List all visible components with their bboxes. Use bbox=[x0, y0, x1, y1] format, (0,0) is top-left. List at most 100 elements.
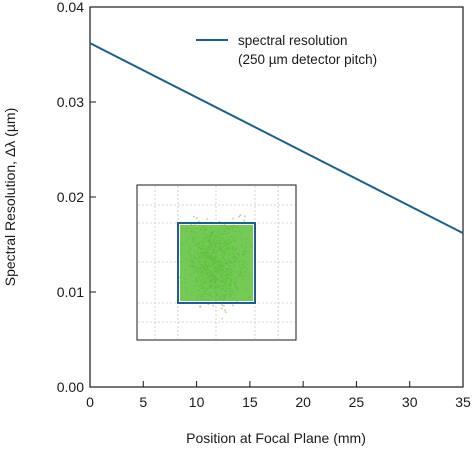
inset-spot-point bbox=[228, 268, 231, 270]
inset-spot-point bbox=[205, 280, 207, 283]
inset-spot-point bbox=[215, 294, 218, 297]
inset-spot-point bbox=[190, 223, 192, 226]
inset-spot-point bbox=[223, 271, 225, 273]
inset-spot-point bbox=[235, 256, 238, 259]
inset-spot-point bbox=[221, 224, 224, 227]
inset-spot-point bbox=[209, 255, 212, 258]
inset-spot-point bbox=[212, 266, 215, 269]
inset-spot-point bbox=[199, 283, 202, 286]
inset-spot-point bbox=[216, 298, 219, 301]
inset-spot-point bbox=[213, 268, 216, 271]
inset-spot-point bbox=[189, 260, 192, 262]
inset-spot-point bbox=[188, 237, 191, 240]
inset-spot-point bbox=[226, 275, 229, 278]
inset-spot-point bbox=[202, 229, 205, 232]
inset-spot-point bbox=[202, 290, 205, 293]
inset-detector-pixel bbox=[177, 222, 256, 304]
inset-spot-point bbox=[234, 293, 237, 296]
inset-spot-point bbox=[197, 247, 200, 249]
inset-spot-point bbox=[188, 264, 190, 266]
inset-spot-point bbox=[197, 260, 200, 263]
inset-spot-point bbox=[203, 237, 206, 240]
inset-spot-point bbox=[208, 284, 211, 287]
inset-spot-point bbox=[180, 249, 183, 251]
inset-spot-point bbox=[230, 274, 233, 277]
inset-spot-point bbox=[231, 226, 234, 229]
inset-spot-point bbox=[219, 275, 222, 278]
inset-spot-point bbox=[214, 296, 216, 299]
inset-spot-point bbox=[239, 232, 242, 235]
inset-spot-point bbox=[233, 282, 236, 285]
inset-spot-point bbox=[205, 250, 207, 252]
inset-spot-point bbox=[187, 250, 190, 252]
inset-spot-point bbox=[231, 252, 234, 255]
inset-spot-point bbox=[224, 309, 226, 311]
inset-spot-point bbox=[184, 278, 186, 280]
inset-spot-point bbox=[183, 281, 186, 284]
inset-spot-point bbox=[202, 237, 204, 240]
inset-spot-point bbox=[200, 270, 203, 273]
inset-spot-point bbox=[201, 295, 204, 298]
inset-spot-point bbox=[200, 251, 202, 254]
inset-spot-point bbox=[220, 287, 223, 290]
inset-spot-point bbox=[220, 274, 223, 277]
inset-spot-point bbox=[193, 271, 196, 274]
inset-spot-point bbox=[230, 290, 233, 292]
inset-spot-point bbox=[180, 286, 183, 289]
inset-spot-point bbox=[243, 219, 246, 222]
inset-spot-point bbox=[206, 256, 209, 259]
inset-spot-point bbox=[201, 240, 204, 243]
inset-spot-point bbox=[228, 285, 231, 288]
inset-spot-point bbox=[191, 261, 194, 264]
inset-spot-point bbox=[242, 261, 245, 263]
inset-spot-point bbox=[238, 260, 241, 263]
inset-spot-point bbox=[218, 246, 221, 249]
inset-spot-point bbox=[220, 263, 223, 265]
y-tick-label: 0.01 bbox=[57, 284, 84, 300]
inset-spot-point bbox=[194, 252, 197, 254]
inset-spot-point bbox=[215, 256, 217, 259]
inset-spot-point bbox=[198, 262, 200, 265]
inset-spot-point bbox=[216, 273, 219, 275]
inset-spot-point bbox=[213, 282, 216, 284]
inset-spot-point bbox=[222, 227, 225, 230]
inset-spot-point bbox=[221, 232, 224, 235]
inset-spot-point bbox=[233, 253, 235, 255]
inset-spot-point bbox=[203, 287, 205, 289]
inset-spot-point bbox=[197, 254, 200, 256]
inset-spot-point bbox=[234, 284, 237, 287]
inset-spot-points bbox=[178, 214, 253, 320]
y-tick-label: 0.02 bbox=[57, 189, 84, 205]
inset-spot-point bbox=[200, 261, 203, 263]
inset-spot-point bbox=[194, 249, 197, 252]
inset-spot-point bbox=[210, 285, 212, 287]
inset-spot-point bbox=[244, 215, 246, 218]
inset-spot-point bbox=[191, 241, 194, 244]
inset-spot-point bbox=[186, 290, 188, 293]
inset-spot-point bbox=[198, 293, 201, 296]
inset-spot-point bbox=[220, 280, 223, 282]
inset-spot-point bbox=[208, 268, 211, 271]
inset-spot-point bbox=[219, 269, 222, 272]
inset-spot-point bbox=[217, 294, 220, 297]
inset-spot-point bbox=[207, 266, 210, 268]
inset-spot-point bbox=[194, 277, 197, 280]
inset-spot-point bbox=[214, 245, 216, 248]
inset-spot-point bbox=[209, 241, 211, 244]
inset-spot-point bbox=[238, 229, 241, 232]
inset-spot-point bbox=[217, 285, 220, 288]
x-tick-label: 20 bbox=[295, 394, 311, 410]
inset-spot-point bbox=[186, 227, 189, 230]
inset-spot-point bbox=[198, 267, 201, 270]
inset-spot-point bbox=[210, 265, 213, 268]
inset-spot-point bbox=[194, 284, 196, 287]
inset-spot-point bbox=[226, 287, 228, 290]
inset-spot-point bbox=[207, 263, 210, 265]
inset-spot-point bbox=[222, 262, 225, 265]
inset-spot-point bbox=[229, 288, 232, 291]
inset-spot-point bbox=[197, 270, 200, 273]
inset-spot-point bbox=[197, 243, 199, 245]
inset-spot-point bbox=[189, 244, 191, 247]
inset-spot-point bbox=[218, 230, 221, 233]
